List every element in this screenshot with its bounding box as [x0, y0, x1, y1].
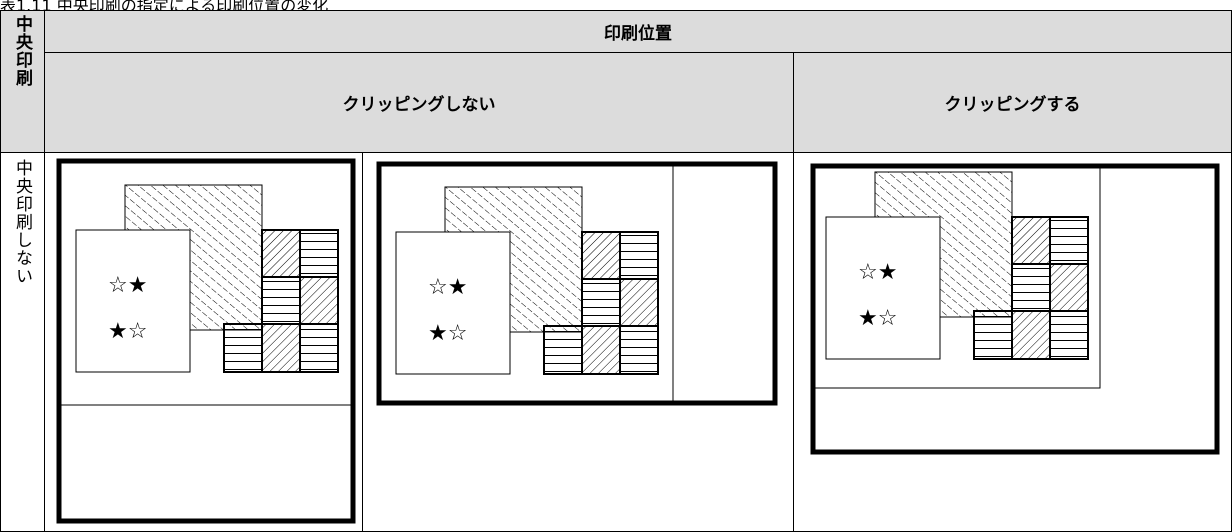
- figure-mark: ☆★: [428, 275, 467, 300]
- figure-mark: ★☆: [858, 306, 897, 331]
- page-frame: [56, 158, 356, 524]
- column-header: クリッピングする: [793, 52, 1232, 153]
- figure-mark: ☆★: [858, 260, 897, 285]
- page-frame: [376, 161, 778, 406]
- title-text: 印刷位置: [604, 24, 672, 44]
- title-header: 印刷位置: [44, 10, 1232, 53]
- row-label: 中央印刷しない: [12, 159, 32, 285]
- divider: [813, 166, 1101, 389]
- figure-mark: ★☆: [108, 319, 147, 344]
- figure-mark: ☆★: [108, 273, 147, 298]
- corner-text: 中央印刷: [12, 15, 32, 87]
- column-text: クリッピングする: [944, 95, 1081, 115]
- figure-mark: ★☆: [428, 321, 467, 346]
- page-frame: [810, 163, 1220, 455]
- column-text: クリッピングしない: [342, 95, 496, 115]
